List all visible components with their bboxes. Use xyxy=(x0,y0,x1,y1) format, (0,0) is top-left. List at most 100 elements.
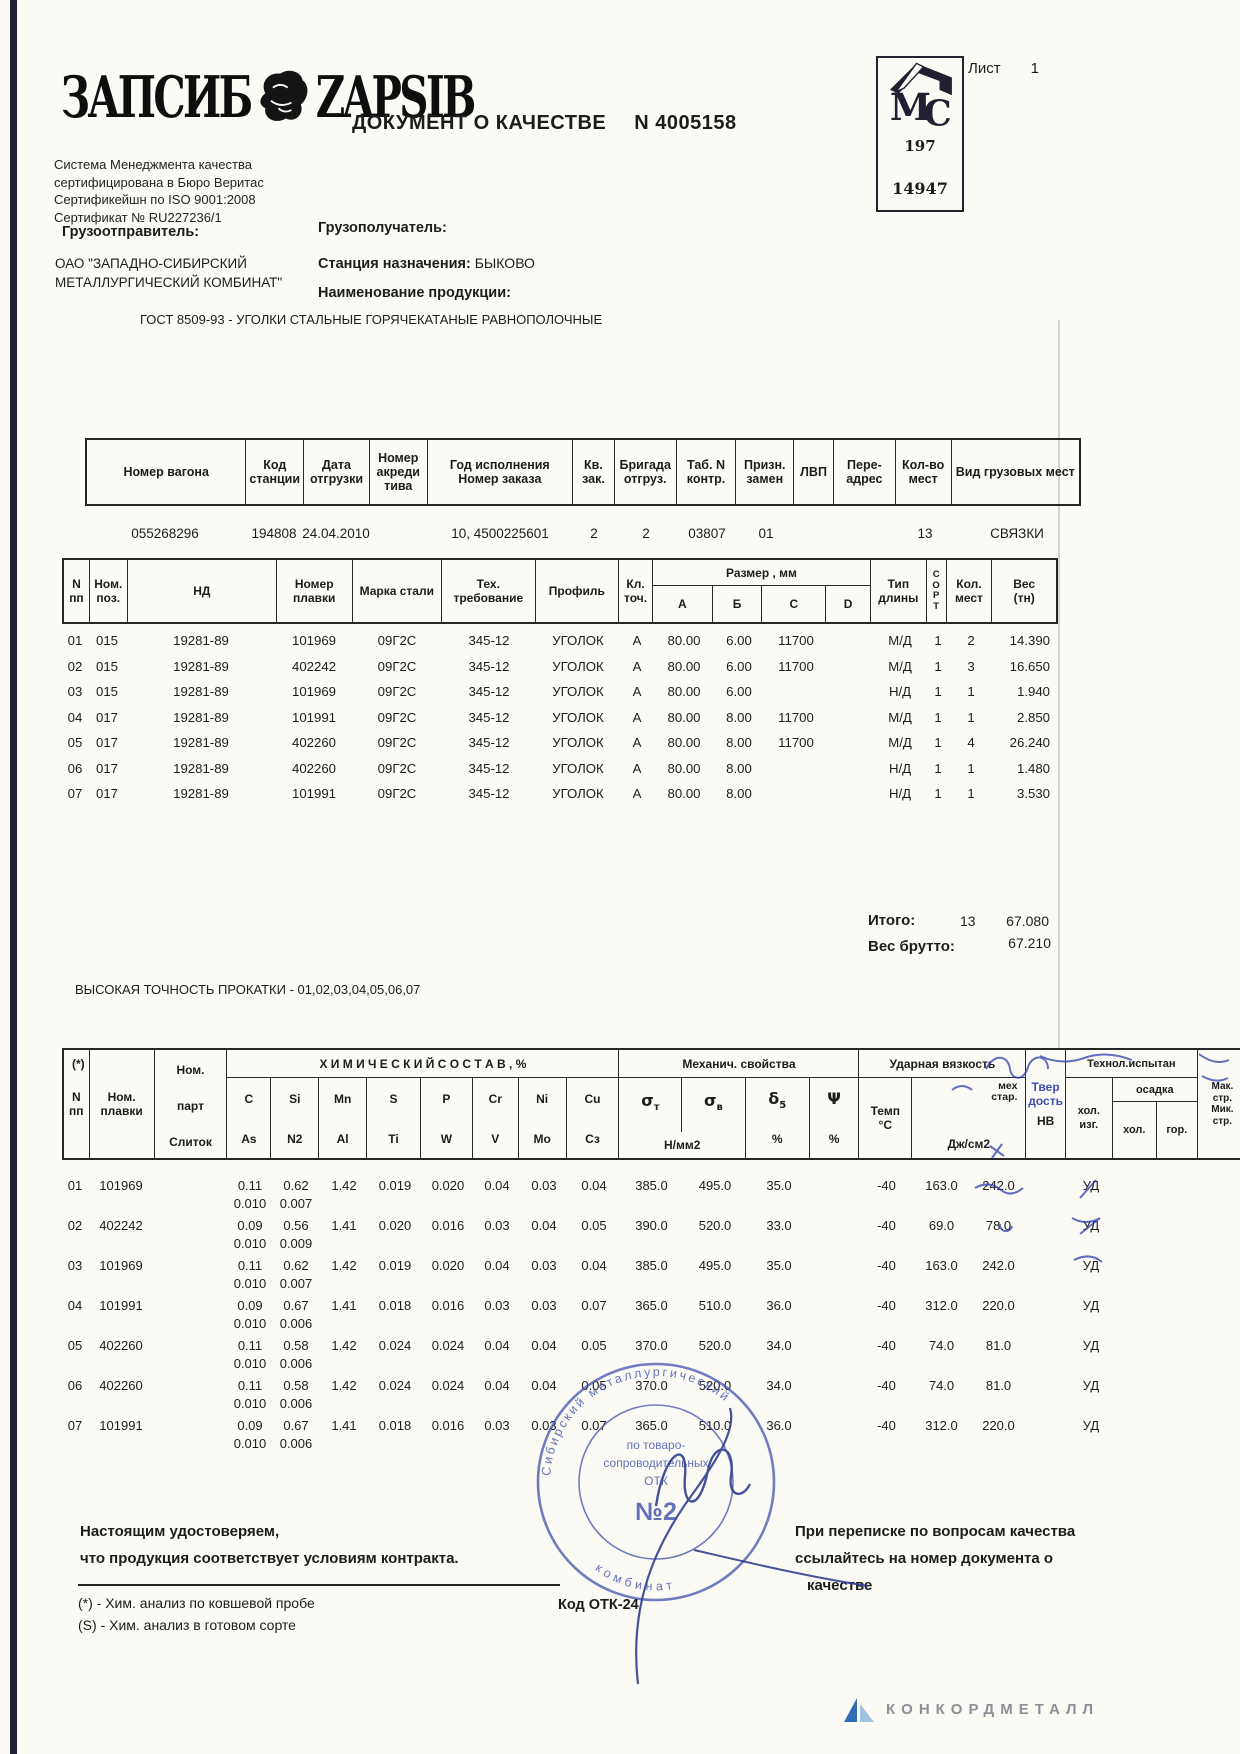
mc-quality-mark: М С 197 14947 xyxy=(876,56,964,212)
table-cell: 1.41 xyxy=(331,1297,357,1313)
table-cell: Н/Д xyxy=(888,760,912,776)
table-cell: УГОЛОК xyxy=(552,709,604,725)
table-cell: 0.04 xyxy=(581,1177,607,1193)
table-cell: 6.00 xyxy=(726,633,752,649)
footnote-ladle: (*) - Хим. анализ по ковшевой пробе xyxy=(78,1595,315,1611)
table-cell xyxy=(1027,1216,1067,1234)
table-cell xyxy=(1027,1256,1067,1274)
table-cell: 0.006 xyxy=(279,1435,313,1451)
gross-weight-value: 67.210 xyxy=(1008,935,1051,951)
table-cell: 1 xyxy=(967,709,975,725)
table-cell: 35.0 xyxy=(766,1257,792,1273)
table-cell: 312.0 xyxy=(925,1297,958,1313)
table-cell: 0.016 xyxy=(431,1217,465,1233)
table-cell: 0.03 xyxy=(531,1177,557,1193)
table-cell xyxy=(828,730,872,756)
table-cell: 1 xyxy=(934,735,942,751)
table-cell: 78.0 xyxy=(985,1217,1012,1233)
table-cell: 19281-89 xyxy=(173,633,229,649)
table-cell: -40 xyxy=(877,1417,896,1433)
station-label: Станция назначения: xyxy=(318,256,471,272)
table-cell: 402260 xyxy=(291,735,336,751)
stamp-line1: по товаро- xyxy=(627,1438,686,1452)
table-cell: 0.05 xyxy=(581,1337,607,1353)
mc-mark-number-top: 197 xyxy=(904,137,936,155)
cert-line: Сертификат № RU227236/1 xyxy=(54,209,222,225)
table-cell: 0.006 xyxy=(279,1315,313,1331)
table-cell: 05 xyxy=(67,1337,83,1353)
table-cell xyxy=(764,756,828,782)
table-cell: Кв. зак. xyxy=(573,440,615,504)
table-cell: C As xyxy=(227,1078,272,1158)
col-melt-number: Ном. плавки xyxy=(90,1050,155,1158)
table-cell: М/Д xyxy=(888,709,912,725)
table-cell xyxy=(62,1274,228,1292)
table-cell: УГОЛОК xyxy=(552,735,604,751)
table-cell: 02 xyxy=(67,658,83,674)
table-cell: 0.09 xyxy=(237,1297,263,1313)
table-cell: 0.024 xyxy=(378,1337,412,1353)
table-cell: 0.04 xyxy=(531,1377,557,1393)
table-cell: 402260 xyxy=(99,1377,143,1393)
table-cell: 4 xyxy=(967,735,975,751)
chem-row: 07 101991 0.09 0.67 1.41 0.018 0.016 0.03 0.03 0.… xyxy=(62,1416,1115,1452)
col-delta5: δ5% xyxy=(746,1078,810,1158)
table-cell xyxy=(828,628,872,654)
table-cell: 13 xyxy=(917,525,933,541)
table-cell xyxy=(828,654,872,680)
col-profile: Профиль xyxy=(536,560,620,622)
col-size-c: С xyxy=(762,586,827,622)
table-cell: 520.0 xyxy=(698,1217,732,1233)
table-cell: 015 xyxy=(95,684,118,700)
destination-station: Станция назначения: БЫКОВО xyxy=(318,255,535,272)
table-cell: М/Д xyxy=(888,735,912,751)
chem-row: 06 402260 0.11 0.58 1.42 0.024 0.024 0.04 0.04 0.… xyxy=(62,1376,1115,1412)
table-cell: 80.00 xyxy=(667,684,701,700)
table-cell: 14.390 xyxy=(1009,633,1050,649)
footnotes: (*) - Хим. анализ по ковшевой пробе (S) … xyxy=(78,1592,315,1636)
konkordmetall-watermark: КОНКОРДМЕТАЛЛ xyxy=(842,1694,1099,1724)
products-rows: 01 015 19281-89 101969 09Г2С 345-12 УГОЛОК А 80.… xyxy=(62,628,1058,807)
table-cell: 0.67 xyxy=(283,1417,309,1433)
table-cell: 345-12 xyxy=(468,684,510,700)
table-cell: 74.0 xyxy=(928,1337,955,1353)
otk-code: Код ОТК-24 xyxy=(558,1597,639,1613)
table-cell: 10, 4500225601 xyxy=(451,525,549,541)
table-cell: 1 xyxy=(967,760,975,776)
table-cell: 345-12 xyxy=(468,709,510,725)
col-osadka-hot: гор. xyxy=(1166,1124,1188,1136)
table-cell: 0.11 xyxy=(237,1257,263,1273)
table-cell xyxy=(828,781,872,807)
table-cell: 0.04 xyxy=(531,1337,557,1353)
table-cell: 1.42 xyxy=(331,1257,357,1273)
total-net-weight: 67.080 xyxy=(1006,913,1049,929)
table-cell: 0.009 xyxy=(279,1235,313,1251)
signature-line xyxy=(78,1584,560,1586)
table-cell: Код станции xyxy=(246,440,305,504)
table-cell: 09Г2С xyxy=(377,735,417,751)
tech-group-label: Технол.испытан xyxy=(1065,1050,1197,1078)
mech-group-label: Механич. свойства xyxy=(619,1050,859,1078)
table-cell xyxy=(764,679,828,705)
svg-text:М: М xyxy=(890,85,931,129)
table-cell: 0.018 xyxy=(378,1417,412,1433)
table-cell: УД xyxy=(1082,1377,1100,1393)
table-cell: 0.05 xyxy=(581,1217,607,1233)
table-cell: 0.020 xyxy=(431,1257,465,1273)
product-row: 06 017 19281-89 402260 09Г2С 345-12 УГОЛОК А 80.… xyxy=(62,756,1058,782)
table-cell: Н/Д xyxy=(888,786,912,802)
table-cell: 19281-89 xyxy=(173,735,229,751)
table-cell: 0.010 xyxy=(233,1315,267,1331)
table-cell: Mn Al xyxy=(319,1078,368,1158)
table-cell: 80.00 xyxy=(667,786,701,802)
table-cell: 02 xyxy=(67,1217,83,1233)
table-cell: 1.480 xyxy=(1016,760,1050,776)
table-cell: А xyxy=(632,709,642,725)
konkordmetall-logo-icon xyxy=(844,1698,874,1722)
table-cell: 0.03 xyxy=(531,1257,557,1273)
table-cell: 495.0 xyxy=(698,1257,732,1273)
table-cell: 06 xyxy=(67,760,83,776)
quality-correspondence-note: При переписке по вопросам качества ссыла… xyxy=(795,1518,1075,1599)
table-cell: -40 xyxy=(877,1177,896,1193)
